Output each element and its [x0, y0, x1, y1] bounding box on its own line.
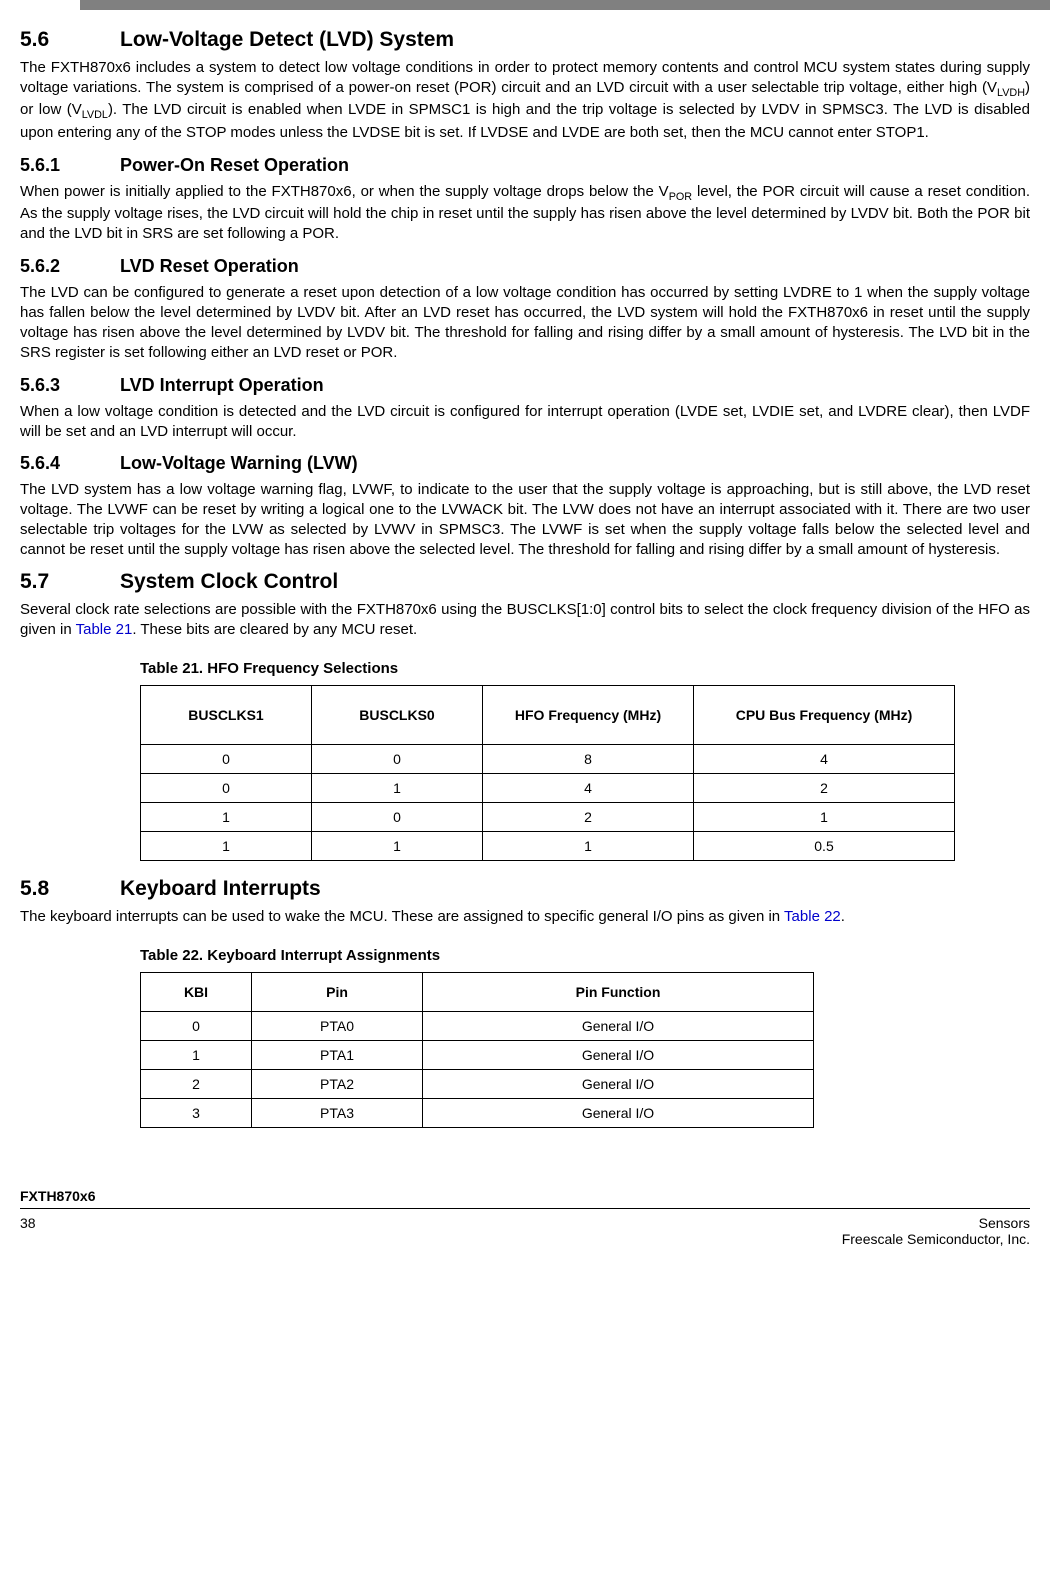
table-cell: 0: [312, 745, 483, 774]
section-5-6-3-paragraph: When a low voltage condition is detected…: [20, 402, 1030, 442]
table-cell: 1: [312, 832, 483, 861]
table-row: 0084: [141, 745, 955, 774]
section-5-6-paragraph: The FXTH870x6 includes a system to detec…: [20, 58, 1030, 143]
text-run: The keyboard interrupts can be used to w…: [20, 908, 784, 925]
table-cell: 4: [483, 774, 694, 803]
section-number: 5.6.3: [20, 375, 120, 396]
footer-category: Sensors: [979, 1215, 1030, 1231]
section-number: 5.8: [20, 877, 120, 901]
table-header-cell: HFO Frequency (MHz): [483, 686, 694, 745]
table-cell: 1: [141, 832, 312, 861]
section-5-6-1-heading: 5.6.1Power-On Reset Operation: [20, 155, 1030, 176]
table-cell: General I/O: [423, 1012, 814, 1041]
table-22: KBIPinPin Function0PTA0General I/O1PTA1G…: [140, 972, 814, 1128]
table-22-container: Table 22. Keyboard Interrupt Assignments…: [140, 947, 1030, 1128]
text-run: .: [841, 908, 845, 925]
table-header-cell: CPU Bus Frequency (MHz): [694, 686, 955, 745]
subscript: LVDH: [997, 87, 1025, 99]
section-number: 5.6.4: [20, 453, 120, 474]
table-cell: 1: [694, 803, 955, 832]
table-row: 1110.5: [141, 832, 955, 861]
table-row: 1021: [141, 803, 955, 832]
table-cell: 4: [694, 745, 955, 774]
table-21: BUSCLKS1BUSCLKS0HFO Frequency (MHz)CPU B…: [140, 685, 955, 861]
table-cell: 2: [483, 803, 694, 832]
section-5-8-heading: 5.8Keyboard Interrupts: [20, 877, 1030, 901]
table-21-title: Table 21. HFO Frequency Selections: [140, 660, 1030, 677]
section-title: System Clock Control: [120, 570, 338, 593]
table-row: 2PTA2General I/O: [141, 1070, 814, 1099]
table-cell: General I/O: [423, 1070, 814, 1099]
section-5-7-paragraph: Several clock rate selections are possib…: [20, 600, 1030, 640]
text-run: . These bits are cleared by any MCU rese…: [132, 621, 417, 638]
table-cell: 1: [141, 1041, 252, 1070]
table-row: 0142: [141, 774, 955, 803]
table-21-container: Table 21. HFO Frequency Selections BUSCL…: [140, 660, 1030, 861]
table-cell: General I/O: [423, 1041, 814, 1070]
table-cell: 2: [141, 1070, 252, 1099]
table-cell: PTA0: [252, 1012, 423, 1041]
section-title: LVD Reset Operation: [120, 256, 299, 276]
table-cell: 8: [483, 745, 694, 774]
table-header-cell: Pin: [252, 973, 423, 1012]
table-cell: 0: [141, 745, 312, 774]
table-cell: PTA3: [252, 1099, 423, 1128]
table-cell: 0.5: [694, 832, 955, 861]
table-21-link[interactable]: Table 21: [76, 621, 133, 638]
table-row: 3PTA3General I/O: [141, 1099, 814, 1128]
page-content: 5.6Low-Voltage Detect (LVD) System The F…: [0, 28, 1050, 1267]
table-header-cell: KBI: [141, 973, 252, 1012]
table-cell: 1: [141, 803, 312, 832]
footer-device-name: FXTH870x6: [20, 1188, 1030, 1208]
table-cell: 0: [141, 774, 312, 803]
table-cell: 1: [483, 832, 694, 861]
section-5-6-heading: 5.6Low-Voltage Detect (LVD) System: [20, 28, 1030, 52]
section-5-8-paragraph: The keyboard interrupts can be used to w…: [20, 907, 1030, 927]
table-cell: PTA2: [252, 1070, 423, 1099]
section-5-6-2-paragraph: The LVD can be configured to generate a …: [20, 283, 1030, 363]
section-number: 5.6.1: [20, 155, 120, 176]
table-cell: 0: [312, 803, 483, 832]
section-5-6-2-heading: 5.6.2LVD Reset Operation: [20, 256, 1030, 277]
section-5-6-4-paragraph: The LVD system has a low voltage warning…: [20, 480, 1030, 560]
table-cell: 2: [694, 774, 955, 803]
table-cell: 1: [312, 774, 483, 803]
text-run: When power is initially applied to the F…: [20, 183, 669, 200]
section-number: 5.6.2: [20, 256, 120, 277]
table-cell: General I/O: [423, 1099, 814, 1128]
subscript: POR: [669, 191, 692, 203]
header-accent-bar: [80, 0, 1050, 10]
section-number: 5.6: [20, 28, 120, 52]
table-header-cell: Pin Function: [423, 973, 814, 1012]
text-run: The FXTH870x6 includes a system to detec…: [20, 59, 1030, 96]
table-cell: 0: [141, 1012, 252, 1041]
section-title: Power-On Reset Operation: [120, 155, 349, 175]
section-5-6-3-heading: 5.6.3LVD Interrupt Operation: [20, 375, 1030, 396]
table-row: 0PTA0General I/O: [141, 1012, 814, 1041]
section-number: 5.7: [20, 570, 120, 594]
table-cell: PTA1: [252, 1041, 423, 1070]
footer-right: Sensors: [979, 1215, 1030, 1231]
section-5-6-4-heading: 5.6.4Low-Voltage Warning (LVW): [20, 453, 1030, 474]
footer-page-number: 38: [20, 1215, 36, 1231]
footer-company: Freescale Semiconductor, Inc.: [842, 1231, 1030, 1247]
table-22-title: Table 22. Keyboard Interrupt Assignments: [140, 947, 1030, 964]
footer-row-2: Freescale Semiconductor, Inc.: [20, 1231, 1030, 1247]
text-run: ). The LVD circuit is enabled when LVDE …: [20, 101, 1030, 140]
table-header-cell: BUSCLKS0: [312, 686, 483, 745]
subscript: LVDL: [82, 109, 108, 121]
footer-rule: [20, 1208, 1030, 1209]
section-title: Low-Voltage Warning (LVW): [120, 453, 358, 473]
section-title: Keyboard Interrupts: [120, 877, 321, 900]
table-cell: 3: [141, 1099, 252, 1128]
table-row: 1PTA1General I/O: [141, 1041, 814, 1070]
footer-row: 38 Sensors: [20, 1215, 1030, 1231]
table-22-link[interactable]: Table 22: [784, 908, 841, 925]
section-title: LVD Interrupt Operation: [120, 375, 324, 395]
section-5-7-heading: 5.7System Clock Control: [20, 570, 1030, 594]
section-5-6-1-paragraph: When power is initially applied to the F…: [20, 182, 1030, 244]
table-header-cell: BUSCLKS1: [141, 686, 312, 745]
section-title: Low-Voltage Detect (LVD) System: [120, 28, 454, 51]
